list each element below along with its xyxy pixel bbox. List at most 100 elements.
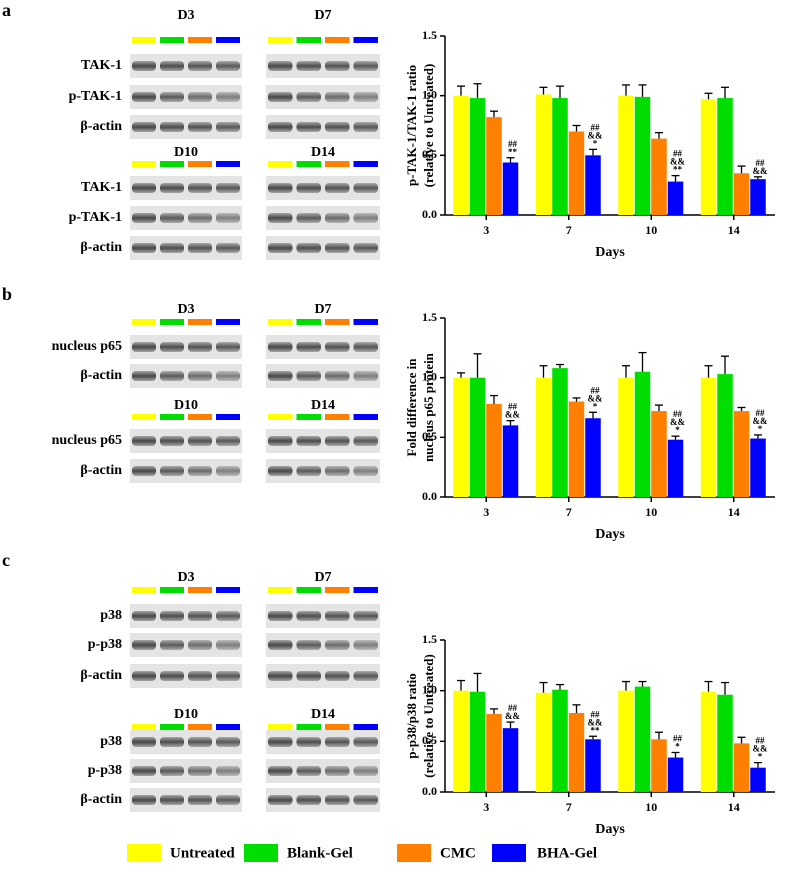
- lane-color: [325, 724, 350, 730]
- significance-label: &&: [753, 166, 768, 176]
- bar: [618, 377, 634, 497]
- blot-band: [160, 766, 184, 776]
- y-tick-label: 0.0: [422, 784, 437, 798]
- blot-band: [296, 92, 321, 102]
- blot-band: [353, 640, 378, 650]
- y-axis-label: Fold difference in: [404, 358, 419, 457]
- blot-band: [160, 342, 184, 352]
- bar: [502, 162, 519, 215]
- blot-band: [132, 671, 156, 681]
- blot-band: [132, 342, 156, 352]
- x-tick-label: 10: [645, 223, 657, 237]
- blot-band: [296, 183, 321, 193]
- lane-color: [353, 319, 378, 325]
- blot-band: [188, 342, 212, 352]
- lane-color: [296, 161, 321, 167]
- bar: [469, 98, 486, 215]
- y-axis-label: p-p38/p38 ratio: [404, 673, 419, 759]
- y-axis-label: p-TAK-1/TAK-1 ratio: [404, 65, 419, 186]
- panel-letter: b: [2, 284, 12, 304]
- significance-label: **: [673, 165, 683, 175]
- bar: [651, 411, 667, 497]
- x-tick-label: 10: [645, 800, 657, 814]
- lane-color: [188, 587, 212, 593]
- blot-band: [216, 466, 240, 476]
- bar: [750, 767, 766, 792]
- lane-color: [268, 414, 293, 420]
- blot-band: [296, 640, 321, 650]
- y-tick-label: 0.0: [422, 207, 437, 221]
- blot-band: [353, 766, 378, 776]
- blot-band: [216, 671, 240, 681]
- blot-band: [353, 213, 378, 223]
- row-label: p38: [100, 734, 122, 749]
- blot-band: [353, 466, 378, 476]
- bar: [486, 713, 502, 792]
- legend-swatch: [127, 844, 161, 862]
- bar: [733, 173, 750, 215]
- y-axis-label: (relative to Untreated): [421, 654, 436, 778]
- significance-label: *: [593, 138, 598, 148]
- blot-band: [268, 122, 293, 132]
- row-label: β-actin: [80, 668, 122, 683]
- bar: [634, 686, 651, 792]
- lane-color: [188, 37, 212, 43]
- legend-swatch: [492, 844, 526, 862]
- blot-band: [325, 466, 350, 476]
- significance-label: ##: [756, 158, 766, 168]
- blot-band: [132, 466, 156, 476]
- blot-band: [325, 243, 350, 253]
- lane-color: [132, 414, 156, 420]
- blot-band: [216, 611, 240, 621]
- blot-band: [160, 371, 184, 381]
- blot-band: [268, 183, 293, 193]
- blot-band: [160, 795, 184, 805]
- blot-band: [188, 183, 212, 193]
- x-tick-label: 14: [728, 800, 740, 814]
- blot-band: [325, 342, 350, 352]
- panel-letter: a: [2, 0, 11, 20]
- y-axis-label: (relative to Untreated): [421, 64, 436, 188]
- lane-color: [353, 161, 378, 167]
- blot-band: [325, 92, 350, 102]
- bar: [717, 694, 733, 792]
- blot-band: [353, 61, 378, 71]
- legend-label: CMC: [440, 845, 476, 861]
- day-label: D14: [311, 145, 335, 160]
- bar: [486, 117, 502, 215]
- lane-color: [216, 37, 240, 43]
- blot-band: [353, 342, 378, 352]
- day-label: D7: [314, 302, 331, 317]
- significance-label: &&: [505, 410, 520, 420]
- blot-band: [216, 122, 240, 132]
- significance-label: ##: [508, 139, 518, 149]
- day-label: D7: [314, 570, 331, 585]
- blot-band: [188, 436, 212, 446]
- blot-band: [296, 766, 321, 776]
- bar: [618, 690, 634, 792]
- significance-label: *: [758, 752, 763, 762]
- blot-band: [325, 213, 350, 223]
- blot-band: [353, 611, 378, 621]
- bar: [733, 411, 750, 497]
- blot-band: [268, 466, 293, 476]
- blot-band: [296, 371, 321, 381]
- blot-band: [216, 243, 240, 253]
- blot-band: [268, 342, 293, 352]
- significance-label: ##: [591, 385, 601, 395]
- blot-band: [188, 766, 212, 776]
- y-axis-label: nucleus p65 protein: [421, 352, 436, 462]
- row-label: β-actin: [80, 119, 122, 134]
- bar: [568, 712, 585, 792]
- blot-band: [160, 611, 184, 621]
- row-label: β-actin: [80, 368, 122, 383]
- bar: [585, 418, 601, 497]
- lane-color: [132, 37, 156, 43]
- y-tick-label: 0.0: [422, 489, 437, 503]
- y-tick-label: 0.5: [422, 733, 437, 747]
- bar: [717, 98, 733, 215]
- significance-label: ##: [591, 709, 601, 719]
- bar: [667, 757, 684, 792]
- blot-band: [268, 371, 293, 381]
- significance-label: *: [593, 401, 598, 411]
